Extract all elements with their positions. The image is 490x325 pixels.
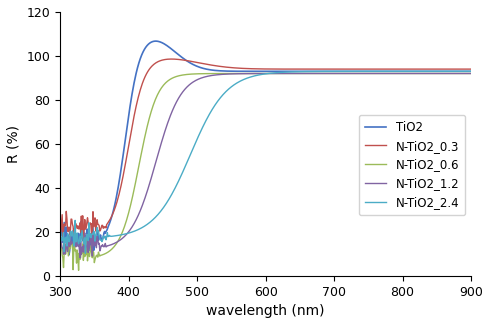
N-TiO2_0.6 (75, 268, 81, 272)
N-TiO2_0.6 (57, 253, 63, 256)
N-TiO2_0.6 (194, 72, 199, 76)
N-TiO2_0.3 (80, 242, 86, 246)
N-TiO2_0.3 (135, 98, 141, 102)
N-TiO2_1.2 (84, 245, 90, 249)
N-TiO2_1.2 (456, 72, 462, 75)
N-TiO2_1.2 (441, 72, 447, 75)
TiO2 (57, 225, 63, 229)
TiO2 (468, 69, 474, 73)
N-TiO2_2.4 (441, 69, 447, 73)
Line: N-TiO2_0.6: N-TiO2_0.6 (60, 73, 471, 270)
N-TiO2_2.4 (385, 69, 391, 73)
N-TiO2_0.3 (57, 228, 63, 232)
TiO2 (386, 69, 392, 73)
N-TiO2_1.2 (468, 72, 474, 75)
N-TiO2_0.3 (84, 221, 90, 225)
N-TiO2_0.3 (468, 67, 474, 71)
TiO2 (457, 69, 463, 73)
N-TiO2_0.6 (468, 72, 474, 75)
N-TiO2_0.6 (385, 72, 391, 75)
N-TiO2_0.6 (456, 72, 462, 75)
N-TiO2_1.2 (135, 215, 141, 219)
TiO2 (84, 228, 90, 232)
Legend: TiO2, N-TiO2_0.3, N-TiO2_0.6, N-TiO2_1.2, N-TiO2_2.4: TiO2, N-TiO2_0.3, N-TiO2_0.6, N-TiO2_1.2… (359, 115, 465, 215)
N-TiO2_2.4 (194, 139, 199, 143)
N-TiO2_1.2 (77, 256, 83, 260)
N-TiO2_1.2 (194, 78, 199, 82)
Line: N-TiO2_2.4: N-TiO2_2.4 (60, 71, 471, 253)
N-TiO2_2.4 (57, 226, 63, 230)
N-TiO2_0.6 (84, 236, 90, 240)
TiO2 (135, 66, 141, 70)
N-TiO2_0.3 (386, 67, 392, 71)
N-TiO2_1.2 (385, 72, 391, 75)
N-TiO2_2.4 (456, 69, 462, 73)
TiO2 (194, 64, 200, 68)
Line: N-TiO2_0.3: N-TiO2_0.3 (60, 59, 471, 244)
N-TiO2_0.3 (457, 67, 463, 71)
TiO2 (442, 69, 448, 73)
N-TiO2_0.3 (169, 57, 175, 61)
N-TiO2_0.3 (194, 60, 200, 64)
X-axis label: wavelength (nm): wavelength (nm) (206, 304, 325, 318)
Line: TiO2: TiO2 (60, 41, 471, 255)
N-TiO2_0.3 (442, 67, 448, 71)
N-TiO2_0.6 (462, 72, 468, 75)
N-TiO2_0.6 (135, 171, 141, 175)
N-TiO2_0.6 (441, 72, 447, 75)
N-TiO2_2.4 (82, 251, 88, 255)
Y-axis label: R (%): R (%) (7, 125, 21, 163)
Line: N-TiO2_1.2: N-TiO2_1.2 (60, 73, 471, 258)
TiO2 (153, 39, 159, 43)
N-TiO2_1.2 (57, 251, 63, 255)
TiO2 (66, 253, 72, 257)
N-TiO2_2.4 (135, 228, 141, 232)
N-TiO2_2.4 (84, 232, 90, 236)
N-TiO2_2.4 (468, 69, 474, 73)
